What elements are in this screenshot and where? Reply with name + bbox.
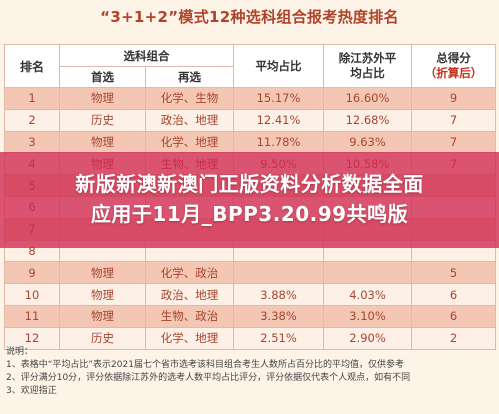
cell-jiangsu-ratio: 12.68% bbox=[323, 108, 412, 132]
cell-rank: 12 bbox=[4, 326, 60, 350]
cell-jiangsu-ratio bbox=[323, 261, 412, 285]
header-score: 总得分 （折算后） bbox=[411, 44, 496, 88]
note-1: 1、表格中“平均占比”表示2021届七个省市选考该科目组合考生人数所占百分比的平… bbox=[6, 360, 404, 370]
header-jiangsu-ratio: 除江苏外平均占比 bbox=[323, 44, 412, 88]
header-jiangsu-ratio-label: 除江苏外平均占比 bbox=[338, 51, 397, 80]
header-rank: 排名 bbox=[4, 44, 60, 88]
cell-second: 政治、地理 bbox=[145, 108, 234, 132]
cell-score: 6 bbox=[411, 304, 496, 328]
cell-jiangsu-ratio: 9.63% bbox=[323, 130, 412, 154]
cell-score: 6 bbox=[411, 283, 496, 306]
cell-first: 物理 bbox=[59, 283, 146, 306]
cell-jiangsu-ratio: 4.03% bbox=[323, 283, 412, 306]
table-row: 9 物理 化学、政治 5 bbox=[4, 261, 496, 285]
table-row: 2 历史 政治、地理 12.41% 12.68% 7 bbox=[4, 108, 496, 132]
cell-score: 2 bbox=[411, 326, 496, 350]
cell-score: 7 bbox=[411, 130, 496, 154]
cell-first: 物理 bbox=[59, 261, 146, 285]
header-first: 首选 bbox=[59, 66, 146, 88]
table-row: 3 物理 化学、地理 11.78% 9.63% 7 bbox=[4, 130, 496, 154]
cell-first: 历史 bbox=[59, 108, 146, 132]
cell-second: 化学、生物 bbox=[145, 87, 234, 110]
header-score-label: 总得分 bbox=[436, 51, 471, 65]
header-avg-ratio: 平均占比 bbox=[233, 44, 324, 88]
banner-line-2: 应用于11月_BPP3.20.99共鸣版 bbox=[90, 202, 409, 226]
cell-first: 历史 bbox=[59, 326, 146, 350]
cell-jiangsu-ratio: 2.90% bbox=[323, 326, 412, 350]
cell-score: 5 bbox=[411, 261, 496, 285]
cell-rank: 10 bbox=[4, 283, 60, 306]
banner-line-1: 新版新澳新澳门正版资料分析数据全面 bbox=[75, 172, 424, 196]
cell-second: 化学、政治 bbox=[145, 261, 234, 285]
note-3: 3、欢迎指正 bbox=[6, 386, 57, 396]
table-row: 12 历史 化学、地理 2.51% 2.90% 2 bbox=[4, 326, 496, 350]
page-title: “3+1+2”模式12种选科组合报考热度排名 bbox=[100, 8, 399, 26]
notes-heading: 说明： bbox=[6, 347, 34, 357]
cell-second: 政治、地理 bbox=[145, 283, 234, 306]
header-second: 再选 bbox=[145, 66, 234, 88]
cell-second: 生物、政治 bbox=[145, 304, 234, 328]
cell-avg-ratio bbox=[233, 261, 324, 285]
cell-rank: 1 bbox=[4, 87, 60, 110]
cell-score: 7 bbox=[411, 108, 496, 132]
header-combo: 选科组合 bbox=[59, 44, 234, 67]
cell-second: 化学、地理 bbox=[145, 130, 234, 154]
cell-rank: 3 bbox=[4, 130, 60, 154]
promo-banner: 新版新澳新澳门正版资料分析数据全面 应用于11月_BPP3.20.99共鸣版 bbox=[0, 152, 499, 248]
cell-avg-ratio: 11.78% bbox=[233, 130, 324, 154]
cell-first: 物理 bbox=[59, 130, 146, 154]
header-score-note: （折算后） bbox=[424, 66, 483, 80]
cell-jiangsu-ratio: 3.10% bbox=[323, 304, 412, 328]
cell-rank: 9 bbox=[4, 261, 60, 285]
cell-avg-ratio: 12.41% bbox=[233, 108, 324, 132]
cell-avg-ratio: 2.51% bbox=[233, 326, 324, 350]
table-row: 10 物理 政治、地理 3.88% 4.03% 6 bbox=[4, 283, 496, 306]
note-2: 2、评分满分10分，评分依据除江苏外的选考人数平均占比评分，评分依据仅代表个人观… bbox=[6, 373, 411, 383]
table-row: 11 物理 生物、政治 3.38% 3.10% 6 bbox=[4, 304, 496, 328]
cell-rank: 2 bbox=[4, 108, 60, 132]
cell-rank: 11 bbox=[4, 304, 60, 328]
table-row: 1 物理 化学、生物 15.17% 16.60% 9 bbox=[4, 87, 496, 110]
cell-first: 物理 bbox=[59, 87, 146, 110]
notes: 说明： 1、表格中“平均占比”表示2021届七个省市选考该科目组合考生人数所占百… bbox=[6, 346, 496, 398]
cell-jiangsu-ratio: 16.60% bbox=[323, 87, 412, 110]
cell-second: 化学、地理 bbox=[145, 326, 234, 350]
cell-first: 物理 bbox=[59, 304, 146, 328]
cell-avg-ratio: 15.17% bbox=[233, 87, 324, 110]
cell-avg-ratio: 3.38% bbox=[233, 304, 324, 328]
cell-avg-ratio: 3.88% bbox=[233, 283, 324, 306]
cell-score: 9 bbox=[411, 87, 496, 110]
